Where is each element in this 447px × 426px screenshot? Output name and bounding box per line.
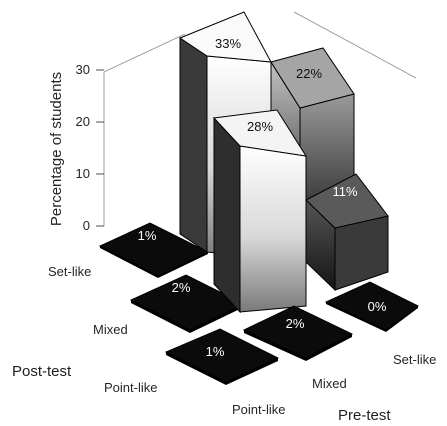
bar-setlike-mixed — [129, 274, 246, 333]
post-test-title: Post-test — [12, 363, 72, 380]
y-tick-label-0: 0 — [83, 218, 90, 233]
right-wall-edge — [293, 11, 417, 79]
y-tick-label-10: 10 — [76, 166, 90, 181]
data-label: 33% — [215, 36, 241, 51]
pre-test-title: Pre-test — [338, 407, 391, 424]
pre-category-label: Point-like — [232, 402, 285, 417]
bar-pointlike-pointlike — [324, 281, 419, 332]
post-category-label: Point-like — [104, 380, 157, 395]
bar-pointlike-mixed — [305, 173, 389, 292]
post-category-label: Set-like — [48, 264, 91, 279]
data-labels: 1% 2% 1% 33% 28% 2% 22% 11% 0% — [138, 36, 387, 359]
y-axis: 0 10 20 30 Percentage of students — [48, 62, 104, 233]
y-tick-label-20: 20 — [76, 114, 90, 129]
data-label: 2% — [286, 316, 305, 331]
pre-test-axis: Point-like Mixed Set-like Pre-test — [232, 352, 436, 424]
pre-category-label: Set-like — [393, 352, 436, 367]
data-label: 28% — [247, 119, 273, 134]
y-tick-0: 0 — [83, 218, 104, 233]
data-label: 1% — [206, 344, 225, 359]
y-tick-20: 20 — [76, 114, 104, 129]
data-label: 2% — [172, 280, 191, 295]
back-top-edge — [103, 33, 186, 73]
post-test-axis: Set-like Mixed Point-like Post-test — [12, 264, 157, 395]
axis-box — [103, 11, 417, 226]
bar-mixed-mixed — [212, 109, 308, 314]
pre-category-label: Mixed — [312, 376, 347, 391]
y-tick-30: 30 — [76, 62, 104, 77]
data-label: 0% — [368, 299, 387, 314]
data-label: 22% — [296, 66, 322, 81]
y-tick-10: 10 — [76, 166, 104, 181]
post-category-label: Mixed — [93, 322, 128, 337]
y-axis-title: Percentage of students — [48, 72, 65, 226]
y-tick-label-30: 30 — [76, 62, 90, 77]
bar-setlike-pointlike — [164, 328, 280, 385]
bars — [98, 11, 419, 385]
data-label: 11% — [332, 184, 357, 199]
data-label: 1% — [138, 228, 157, 243]
bar-mixed-pointlike — [242, 305, 354, 361]
